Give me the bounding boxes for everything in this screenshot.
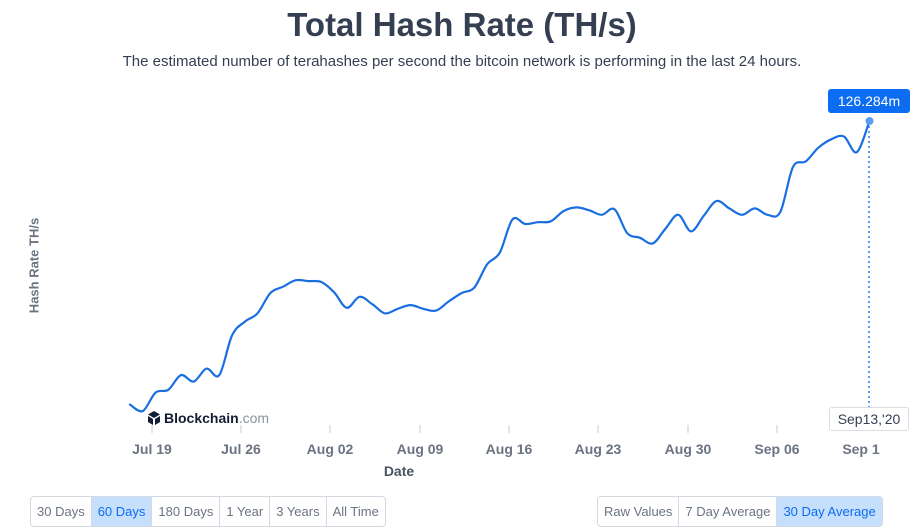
hover-point	[865, 117, 874, 125]
data-point	[664, 227, 668, 231]
data-point	[319, 280, 323, 284]
range-60-days-button[interactable]: 60 Days	[91, 497, 153, 526]
data-point	[766, 213, 770, 217]
x-axis-tick-labels: Jul 19 Jul 26 Aug 02 Aug 09 Aug 16 Aug 23 Aug …	[132, 441, 880, 457]
range-1-year-button[interactable]: 1 Year	[220, 497, 271, 526]
data-point	[307, 279, 311, 283]
data-point	[625, 231, 629, 235]
data-point	[562, 209, 566, 213]
data-point	[294, 278, 298, 282]
data-point	[154, 391, 158, 395]
x-tick-label: Aug 16	[486, 441, 533, 457]
data-point	[281, 285, 285, 289]
data-point	[689, 229, 693, 233]
data-point	[702, 214, 706, 218]
data-point	[409, 303, 413, 307]
chart-subtitle: The estimated number of terahashes per s…	[122, 53, 802, 70]
7-day-average-button[interactable]: 7 Day Average	[679, 497, 778, 526]
x-tick-label: Aug 23	[575, 441, 622, 457]
data-point	[358, 295, 362, 299]
x-tick-label: Aug 09	[397, 441, 444, 457]
data-point	[511, 217, 515, 221]
data-point	[141, 409, 145, 413]
data-point	[651, 241, 655, 245]
data-point	[128, 403, 132, 407]
data-point	[396, 307, 400, 311]
value-tooltip: 126.284m	[828, 89, 910, 113]
data-point	[256, 311, 260, 315]
data-point	[855, 150, 859, 154]
data-point	[205, 367, 209, 371]
blockchain-logo-icon	[148, 411, 160, 425]
data-point	[370, 302, 374, 306]
data-point	[268, 291, 272, 295]
data-point	[498, 251, 502, 255]
data-point	[179, 373, 183, 377]
x-tick-label: Aug 02	[307, 441, 354, 457]
data-point	[383, 311, 387, 315]
data-point	[523, 222, 527, 226]
data-point	[638, 236, 642, 240]
data-point	[472, 286, 476, 290]
data-point	[460, 291, 464, 295]
data-point	[600, 213, 604, 217]
range-3-years-button[interactable]: 3 Years	[270, 497, 327, 526]
x-tick-label: Aug 30	[665, 441, 712, 457]
data-point	[829, 137, 833, 141]
data-point	[574, 205, 578, 209]
blockchain-logo: Blockchain .com	[147, 410, 269, 426]
x-tick-label: Sep 1	[842, 441, 880, 457]
x-axis-label: Date	[384, 463, 415, 479]
range-180-days-button[interactable]: 180 Days	[152, 497, 221, 526]
x-tick-label: Jul 26	[221, 441, 261, 457]
data-point	[166, 388, 170, 392]
range-all-time-button[interactable]: All Time	[326, 497, 385, 526]
data-point	[447, 299, 451, 303]
time-range-selector: 30 Days 60 Days 180 Days 1 Year 3 Years …	[30, 496, 386, 527]
data-point	[485, 263, 489, 267]
30-day-average-button[interactable]: 30 Day Average	[777, 497, 882, 526]
data-point	[549, 219, 553, 223]
date-tooltip: Sep13,'20	[829, 407, 909, 431]
data-point	[434, 309, 438, 313]
hash-rate-series-line[interactable]	[128, 119, 871, 413]
data-point	[676, 213, 680, 217]
data-point	[842, 135, 846, 139]
x-axis-ticks	[151, 425, 778, 433]
data-point	[804, 159, 808, 163]
data-point	[421, 307, 425, 311]
logo-text-bold: Blockchain	[164, 410, 239, 426]
data-point	[217, 373, 221, 377]
data-point	[587, 208, 591, 212]
data-point	[345, 306, 349, 310]
logo-text-domain: .com	[238, 410, 270, 426]
data-point	[740, 213, 744, 217]
series-points	[128, 119, 872, 413]
chart-title: Total Hash Rate (TH/s)	[287, 6, 637, 43]
data-point	[332, 290, 336, 294]
x-tick-label: Sep 06	[754, 441, 799, 457]
data-point	[778, 210, 782, 214]
data-point	[613, 207, 617, 211]
hash-rate-chart: Jul 19 Jul 26 Aug 02 Aug 09 Aug 16 Aug 23 Aug …	[128, 117, 880, 479]
data-point	[817, 146, 821, 150]
data-point	[243, 320, 247, 324]
data-point	[791, 165, 795, 169]
data-point	[727, 206, 731, 210]
range-30-days-button[interactable]: 30 Days	[31, 497, 92, 526]
x-tick-label: Jul 19	[132, 441, 172, 457]
data-point	[192, 380, 196, 384]
data-point	[536, 220, 540, 224]
average-selector: Raw Values 7 Day Average 30 Day Average	[597, 496, 883, 527]
data-point	[753, 206, 757, 210]
raw-values-button[interactable]: Raw Values	[598, 497, 680, 526]
data-point	[715, 199, 719, 203]
data-point	[230, 333, 234, 337]
